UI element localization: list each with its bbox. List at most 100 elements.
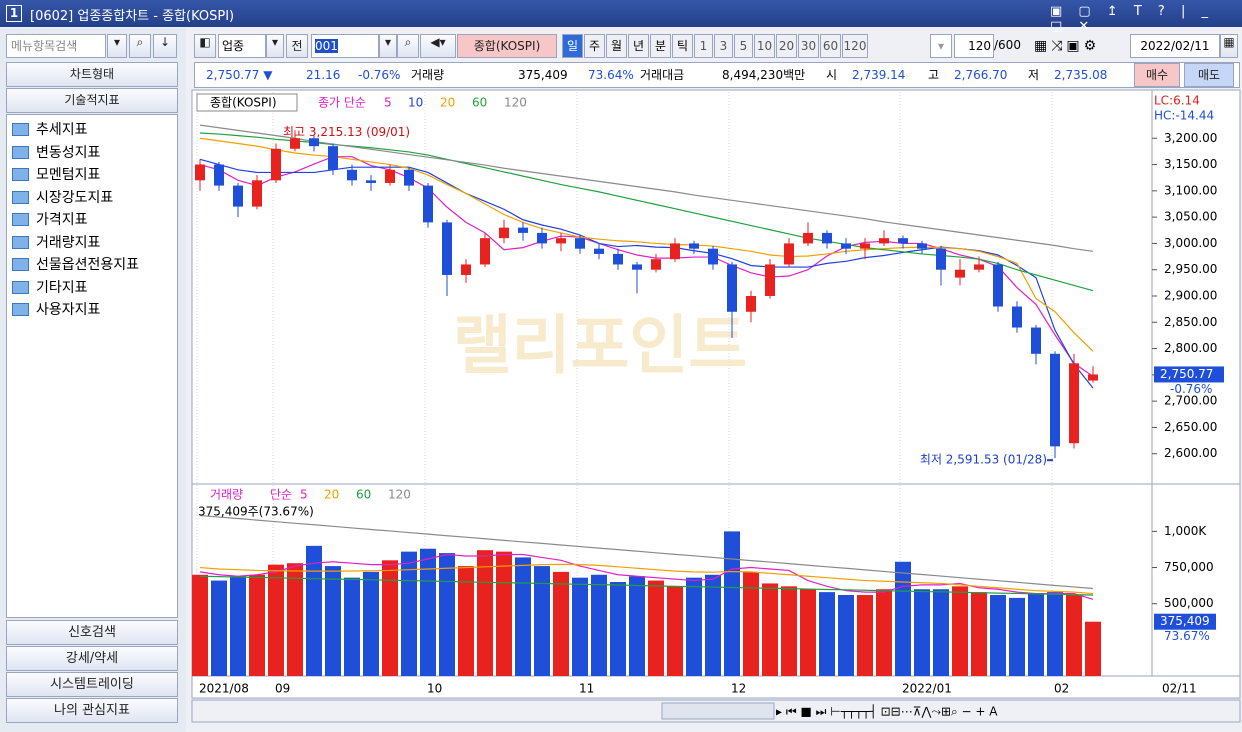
count-input[interactable]: 120	[954, 34, 994, 58]
window-number: 1	[6, 5, 22, 22]
legend-name: 종합(KOSPI)	[210, 96, 277, 110]
open-label: 시	[826, 68, 838, 82]
panel-button[interactable]: 나의 관심지표	[6, 698, 178, 723]
dropdown-button[interactable]: ▾	[266, 34, 284, 58]
tool-icons[interactable]: ▦⤨▣⚙	[1034, 38, 1101, 54]
candle-body	[385, 169, 395, 183]
x-tick-label: 02	[1054, 682, 1069, 696]
dropdown-button[interactable]: ▾	[930, 34, 952, 58]
y-tick-label: 3,050.00	[1164, 210, 1217, 224]
search-button[interactable]: ⌕	[397, 34, 419, 58]
toggle-button[interactable]: ◧	[194, 34, 216, 58]
period-button[interactable]: 월	[606, 34, 627, 58]
scroll-controls[interactable]: ▸ ⏮ ■ ⏭ ⊢┬┬┬┬┤ ⊡⊟⋯⊼⋀⤳⊞⌕ − + A	[776, 704, 998, 719]
x-tick-label: 10	[427, 682, 442, 696]
volume-bar	[781, 586, 797, 676]
period-button[interactable]: 120	[842, 34, 868, 58]
search-box[interactable]: 메뉴항목검색	[6, 34, 106, 58]
change: 21.16	[306, 68, 341, 82]
folder-label[interactable]: 변동성지표	[36, 144, 101, 161]
candle-body	[195, 164, 205, 181]
volume-bar	[401, 551, 417, 676]
candle-body	[708, 248, 718, 265]
candle-body	[689, 243, 699, 249]
buy-button[interactable]: 매수	[1134, 63, 1180, 87]
period-button[interactable]: 주	[584, 34, 605, 58]
folder-label[interactable]: 거래량지표	[36, 234, 101, 251]
tab-button[interactable]: 차트형태	[6, 62, 178, 87]
volume-bar	[1066, 595, 1082, 676]
name-display: 종합(KOSPI)	[457, 34, 557, 58]
period-button[interactable]: 3	[714, 34, 733, 58]
volume-bar	[876, 589, 892, 676]
ma-line	[199, 137, 1094, 352]
volume-bar	[857, 595, 873, 676]
volume-bar	[268, 564, 284, 676]
folder-label[interactable]: 선물옵션전용지표	[36, 257, 140, 273]
period-button[interactable]: 5	[734, 34, 753, 58]
volume-pct: 73.64%	[588, 68, 634, 82]
folder-label[interactable]: 기타지표	[36, 279, 88, 296]
volume-bar	[895, 561, 911, 676]
legend-box	[196, 93, 298, 112]
period-button[interactable]: 1	[694, 34, 713, 58]
period-button[interactable]: 60	[820, 34, 841, 58]
last-change: -0.76%	[1170, 382, 1212, 396]
candle-body	[993, 264, 1003, 307]
candle-body	[594, 248, 604, 254]
panel-button[interactable]: 시스템트레이딩	[6, 672, 178, 697]
period-button[interactable]: 일	[562, 34, 583, 58]
legend-entry: 20	[324, 488, 339, 502]
dropdown-button[interactable]: ▾	[379, 34, 397, 58]
down-button[interactable]: ↓	[153, 34, 177, 58]
volume-bar	[553, 571, 569, 676]
volume-bar	[211, 580, 227, 676]
last-price-badge	[1154, 366, 1224, 383]
period-button[interactable]: 20	[776, 34, 797, 58]
amount-label: 거래대금	[640, 68, 685, 82]
volume-bar	[591, 574, 607, 676]
sell-button[interactable]: 매도	[1184, 63, 1234, 87]
period-button[interactable]: 분	[650, 34, 671, 58]
folder-label[interactable]: 추세지표	[36, 122, 88, 138]
folder-icon	[12, 123, 29, 136]
folder-label[interactable]: 시장강도지표	[36, 189, 114, 206]
window-controls[interactable]: ▣ ▢ ↥ T ? | _ □ ✕	[1050, 4, 1214, 34]
lc-label: LC:6.14	[1154, 94, 1200, 108]
code-text: 001	[315, 39, 338, 53]
period-button[interactable]: 30	[798, 34, 819, 58]
sound-button[interactable]: ◀▾	[420, 34, 456, 58]
x-tick-label: 2022/01	[902, 682, 952, 696]
dropdown-button[interactable]: ▾	[107, 34, 127, 58]
period-button[interactable]: 년	[628, 34, 649, 58]
mode-button[interactable]: 전	[286, 34, 308, 58]
panel-button[interactable]: 강세/약세	[6, 646, 178, 671]
market-select[interactable]: 업종	[218, 34, 266, 58]
folder-label[interactable]: 사용자지표	[36, 302, 101, 318]
volume-bar	[629, 576, 645, 676]
candle-body	[936, 248, 946, 270]
volume-bar	[686, 577, 702, 676]
low-annotation: 최저 2,591.53 (01/28)	[920, 453, 1047, 467]
folder-label[interactable]: 모멘텀지표	[36, 167, 101, 183]
candle-body	[271, 148, 281, 181]
candle-body	[860, 243, 870, 249]
candle-body	[841, 243, 851, 249]
candle-body	[404, 169, 414, 186]
folder-label[interactable]: 가격지표	[36, 212, 88, 228]
candle-body	[1088, 374, 1098, 381]
close-price: 2,750.77 ▼	[206, 68, 273, 82]
calendar-button[interactable]: ▦	[1220, 34, 1238, 58]
candle-body	[423, 185, 433, 223]
panel-button[interactable]: 신호검색	[6, 620, 178, 645]
tab-button[interactable]: 기술적지표	[6, 88, 178, 113]
period-button[interactable]: 틱	[672, 34, 693, 58]
code-input[interactable]: 001	[311, 34, 379, 58]
period-button[interactable]: 10	[754, 34, 775, 58]
date-input[interactable]: 2022/02/11	[1130, 34, 1220, 58]
search-button[interactable]: ⌕	[129, 34, 151, 58]
scroll-thumb[interactable]	[661, 702, 775, 720]
folder-icon	[12, 235, 29, 249]
folder-icon	[12, 258, 29, 271]
legend-entry: 5	[384, 96, 392, 110]
